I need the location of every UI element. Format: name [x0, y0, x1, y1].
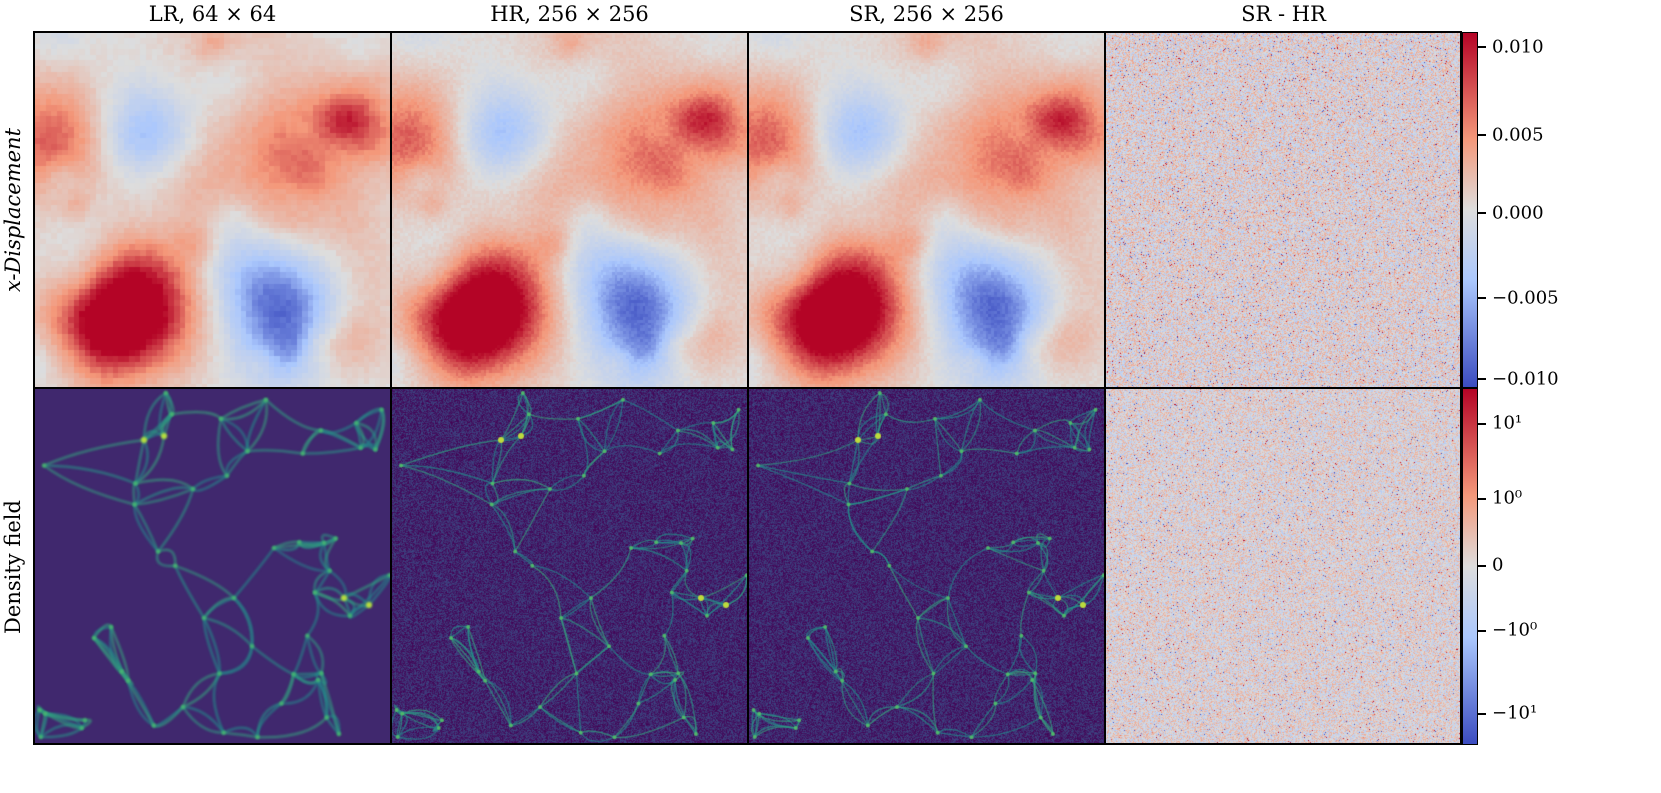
heatmap-sr-density: [748, 388, 1105, 745]
heatmap-residual-displacement: [1105, 32, 1462, 389]
column-title-sr: SR, 256 × 256: [849, 2, 1004, 26]
colorbar-tick: [1478, 630, 1486, 632]
colorbar-tick: [1478, 297, 1486, 299]
colorbar-tick-label: 10¹: [1492, 412, 1523, 434]
colorbar-density: [1462, 388, 1478, 745]
colorbar-tick: [1478, 378, 1486, 380]
colorbar-tick: [1478, 498, 1486, 500]
colorbar-tick-label: 10⁰: [1492, 487, 1523, 509]
colorbar-tick: [1478, 46, 1486, 48]
row-label-x-displacement: x-Displacement: [1, 127, 25, 293]
column-title-sr-minus-hr: SR - HR: [1241, 2, 1326, 26]
heatmap-hr-density: [391, 388, 748, 745]
colorbar-tick-label: 0: [1492, 554, 1504, 576]
colorbar-tick: [1478, 565, 1486, 567]
colorbar-tick-label: 0.005: [1492, 124, 1544, 146]
heatmap-sr-displacement: [748, 32, 1105, 389]
column-title-hr: HR, 256 × 256: [490, 2, 649, 26]
colorbar-tick-label: −0.010: [1492, 368, 1559, 390]
row-label-density-field: Density field: [1, 500, 25, 634]
heatmap-hr-displacement: [391, 32, 748, 389]
column-title-lr: LR, 64 × 64: [148, 2, 277, 26]
colorbar-tick: [1478, 212, 1486, 214]
colorbar-tick-label: 0.000: [1492, 202, 1544, 224]
colorbar-tick-label: −10¹: [1492, 702, 1538, 724]
row-divider: [33, 387, 1462, 389]
colorbar-displacement: [1462, 32, 1478, 388]
colorbar-tick-label: −0.005: [1492, 287, 1559, 309]
colorbar-tick-label: 0.010: [1492, 36, 1544, 58]
colorbar-tick: [1478, 713, 1486, 715]
heatmap-lr-displacement: [34, 32, 391, 389]
colorbar-tick-label: −10⁰: [1492, 619, 1538, 641]
heatmap-residual-density: [1105, 388, 1462, 745]
colorbar-tick: [1478, 423, 1486, 425]
colorbar-tick: [1478, 134, 1486, 136]
heatmap-lr-density: [34, 388, 391, 745]
